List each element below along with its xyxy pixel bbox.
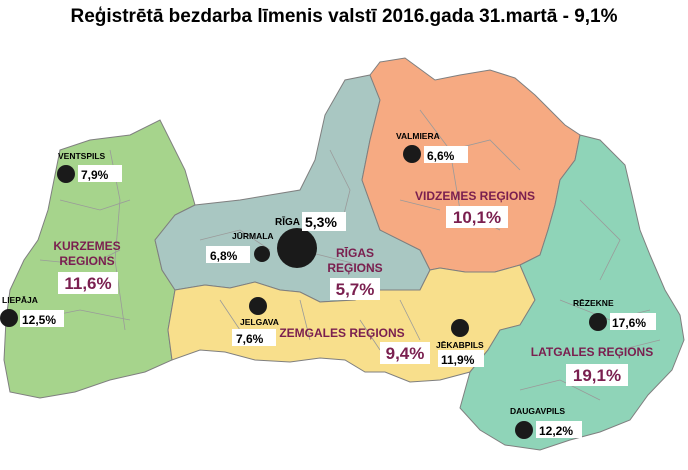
region-latgale-value: 19,1% [573, 366, 621, 385]
city-marker-jurmala: JŪRMALA 6,8% [206, 231, 274, 263]
city-marker-ventspils: VENTSPILS 7,9% [57, 151, 122, 183]
region-zemgale-value: 9,4% [386, 344, 425, 363]
city-marker-valmiera: VALMIERA 6,6% [396, 131, 468, 163]
region-riga-name-line2: REĢIONS [327, 261, 382, 275]
region-riga-value: 5,7% [336, 280, 375, 299]
city-daugavpils-name: DAUGAVPILS [510, 406, 565, 416]
city-marker-jekabpils: JĒKABPILS 11,9% [436, 319, 484, 367]
region-zemgale-name-line1: ZEMGALES REĢIONS [279, 326, 404, 340]
region-latgale-name-line1: LATGALES REĢIONS [531, 345, 653, 359]
city-marker-daugavpils: DAUGAVPILS 12,2% [510, 406, 582, 439]
region-vidzeme-value: 10,1% [453, 208, 501, 227]
city-ventspils-value: 7,9% [81, 168, 109, 182]
region-label-riga: RĪGAS REĢIONS 5,7% [327, 246, 383, 300]
region-kurzeme-value: 11,6% [64, 274, 111, 293]
city-jurmala-name: JŪRMALA [232, 231, 274, 241]
city-daugavpils-value: 12,2% [539, 424, 573, 438]
city-jekabpils-value: 11,9% [441, 353, 475, 367]
region-label-vidzeme: VIDZEMES REĢIONS 10,1% [415, 189, 535, 228]
city-valmiera-name: VALMIERA [396, 131, 440, 141]
city-valmiera-value: 6,6% [427, 149, 455, 163]
city-jekabpils-name: JĒKABPILS [436, 340, 484, 350]
city-liepaja-value: 12,5% [22, 313, 56, 327]
region-vidzeme-name-line1: VIDZEMES REĢIONS [415, 189, 535, 203]
city-marker-rezekne: RĒZEKNE 17,6% [573, 298, 656, 331]
region-kurzeme-name-line2: REGIONS [59, 254, 114, 268]
city-rezekne-name: RĒZEKNE [573, 298, 614, 308]
city-marker-jelgava: JELGAVA 7,6% [232, 297, 279, 346]
city-marker-riga: RĪGA 5,3% [275, 212, 346, 268]
city-riga-value: 5,3% [305, 214, 337, 230]
city-jelgava-value: 7,6% [236, 332, 264, 346]
map-title: Reģistrētā bezdarba līmenis valstī 2016.… [70, 6, 618, 27]
city-rezekne-value: 17,6% [612, 316, 646, 330]
city-marker-liepaja: LIEPĀJA 12,5% [0, 295, 64, 327]
region-label-latgale: LATGALES REĢIONS 19,1% [531, 345, 653, 386]
region-kurzeme-name-line1: KURZEMES [53, 239, 120, 253]
city-jelgava-name: JELGAVA [240, 317, 279, 327]
region-label-zemgale: ZEMGALES REĢIONS 9,4% [279, 326, 430, 364]
city-jurmala-value: 6,8% [210, 249, 238, 263]
region-label-kurzeme: KURZEMES REGIONS 11,6% [53, 239, 121, 294]
region-riga-name-line1: RĪGAS [336, 246, 374, 260]
city-riga-name: RĪGA [275, 216, 300, 228]
city-ventspils-name: VENTSPILS [58, 151, 106, 161]
city-liepaja-name: LIEPĀJA [2, 295, 38, 305]
